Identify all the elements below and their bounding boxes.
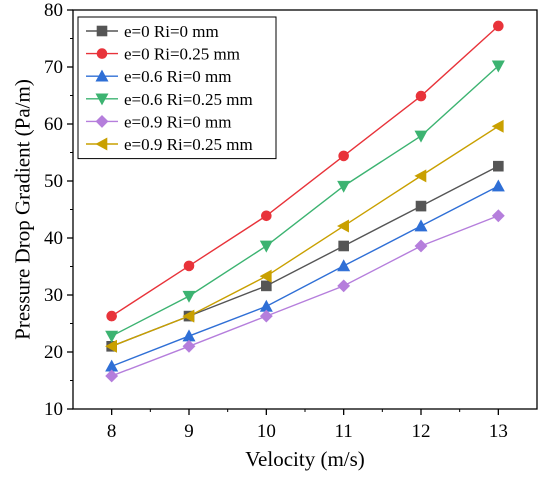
data-point [338,240,349,252]
y-axis-title: Pressure Drop Gradient (Pa/m) [10,79,34,340]
y-tick-label: 70 [44,57,63,78]
series-5 [105,209,505,383]
legend-item: e=0.6 Ri=0.25 mm [86,90,253,109]
series-6 [105,119,504,353]
x-tick-label: 13 [489,421,508,442]
series-layer [105,20,505,383]
y-tick-label: 20 [44,342,63,363]
series-line [111,65,499,337]
legend-label: e=0.6 Ri=0.25 mm [124,90,253,109]
series-3 [105,179,505,372]
axes: 8 9 10 11 12 13 10 20 30 40 50 60 70 80 [44,0,508,442]
data-point [261,210,272,222]
data-point [182,309,195,323]
legend-label: e=0 Ri=0 mm [124,22,219,41]
y-tick-label: 50 [44,171,63,192]
legend-swatch-marker [96,25,108,37]
legend-swatch-marker [95,69,109,82]
x-tick-label: 8 [107,421,117,442]
data-point [493,20,504,32]
data-point [414,130,428,143]
series-line [111,215,499,377]
data-point [259,269,272,283]
data-point [493,160,504,172]
data-point [414,219,428,232]
series-line [111,125,499,347]
data-point [491,179,505,192]
x-tick-label: 12 [412,421,431,442]
legend-item: e=0.9 Ri=0 mm [86,112,231,131]
data-point [337,180,351,193]
y-tick-label: 10 [44,399,63,420]
y-tick-label: 80 [44,0,63,21]
data-point [414,169,427,183]
data-point [183,260,195,272]
data-point [337,259,351,272]
legend-item: e=0.9 Ri=0.25 mm [86,135,253,154]
legend-swatch-marker [96,48,108,59]
legend: e=0 Ri=0 mm e=0 Ri=0.25 mm e=0.6 Ri=0 mm e=… [77,16,277,160]
legend-item: e=0.6 Ri=0 mm [86,67,231,86]
legend-label: e=0.6 Ri=0 mm [124,67,231,86]
data-point [491,60,505,73]
y-tick-label: 60 [44,114,63,135]
data-point [491,119,504,133]
data-point [182,339,196,353]
legend-item: e=0 Ri=0 mm [86,22,219,41]
data-point [105,369,119,383]
data-point [415,200,427,212]
data-point [337,279,351,293]
legend-swatch-marker [95,93,109,106]
x-axis-title: Velocity (m/s) [245,447,365,471]
series-line [111,25,499,317]
data-point [182,329,196,342]
data-point [106,310,117,322]
legend-item: e=0 Ri=0.25 mm [86,45,240,64]
legend-swatch-marker [95,137,108,151]
series-1 [106,160,504,352]
data-point [415,90,427,102]
series-line [111,185,499,367]
x-tick-label: 10 [257,421,276,442]
y-tick-label: 30 [44,285,63,306]
x-tick-label: 9 [184,421,194,442]
legend-label: e=0.9 Ri=0 mm [124,112,231,131]
data-point [259,240,273,253]
data-point [338,150,349,162]
legend-label: e=0.9 Ri=0.25 mm [124,135,253,154]
data-point [259,309,273,323]
x-tick-label: 11 [335,421,353,442]
data-point [414,239,428,253]
data-point [105,330,119,343]
data-point [491,209,505,223]
legend-box [77,16,277,160]
series-4 [105,60,505,343]
legend-label: e=0 Ri=0.25 mm [124,45,240,64]
series-2 [106,20,504,322]
data-point [261,280,272,292]
data-point [337,219,349,233]
data-point [182,290,196,303]
y-tick-label: 40 [44,228,63,249]
data-point [105,339,117,353]
legend-swatch-marker [95,114,109,128]
series-line [111,165,499,347]
